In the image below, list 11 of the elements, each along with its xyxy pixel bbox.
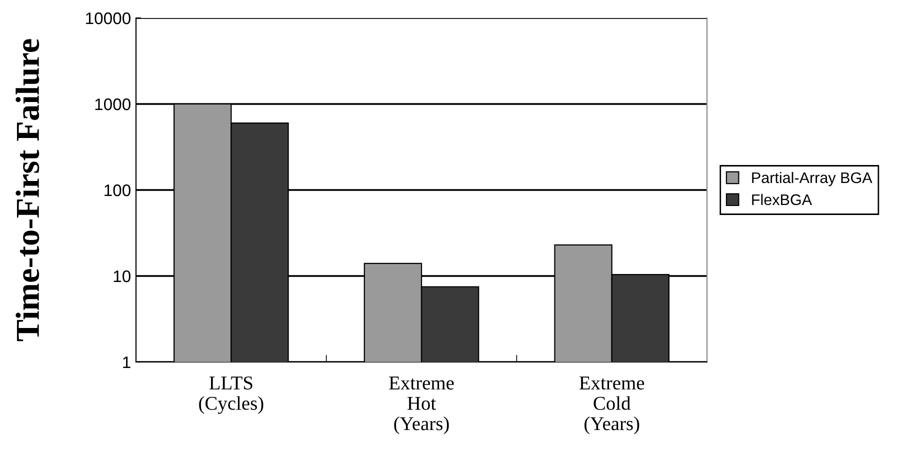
y-axis-title: Time-to-First Failure: [16, 39, 40, 342]
x-tick-label: Extreme Hot (Years): [389, 376, 454, 434]
legend-label: Partial-Array BGA: [752, 172, 872, 186]
y-tick-label: 1000: [95, 98, 130, 110]
legend-label: FlexBGA: [752, 194, 812, 206]
x-tick-label: LLTS (Cycles): [199, 376, 264, 414]
y-tick-label: 10000: [86, 12, 130, 24]
y-tick-label: 100: [104, 184, 130, 196]
x-tick-label: Extreme Cold (Years): [579, 376, 644, 434]
y-tick-label: 10: [114, 270, 130, 282]
y-tick-label: 1: [123, 356, 130, 368]
